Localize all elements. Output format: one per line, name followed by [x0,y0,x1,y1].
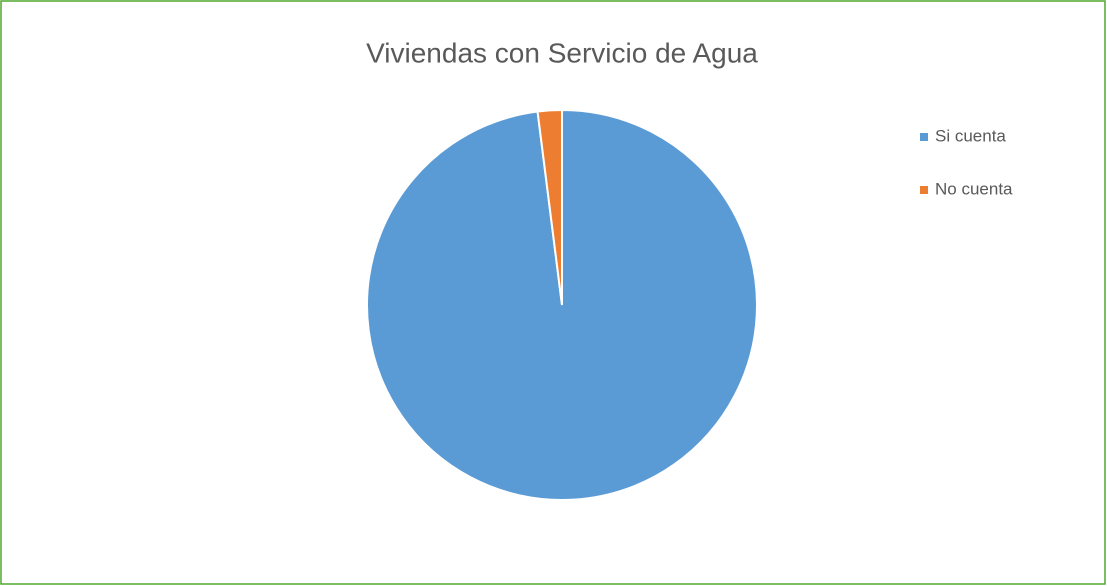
legend-swatch [920,133,928,141]
legend-swatch [920,186,928,194]
legend-label: No cuenta [935,179,1013,198]
chart-title: Viviendas con Servicio de Agua [366,37,758,68]
legend-label: Si cuenta [935,126,1006,145]
pie-slice [536,108,563,306]
